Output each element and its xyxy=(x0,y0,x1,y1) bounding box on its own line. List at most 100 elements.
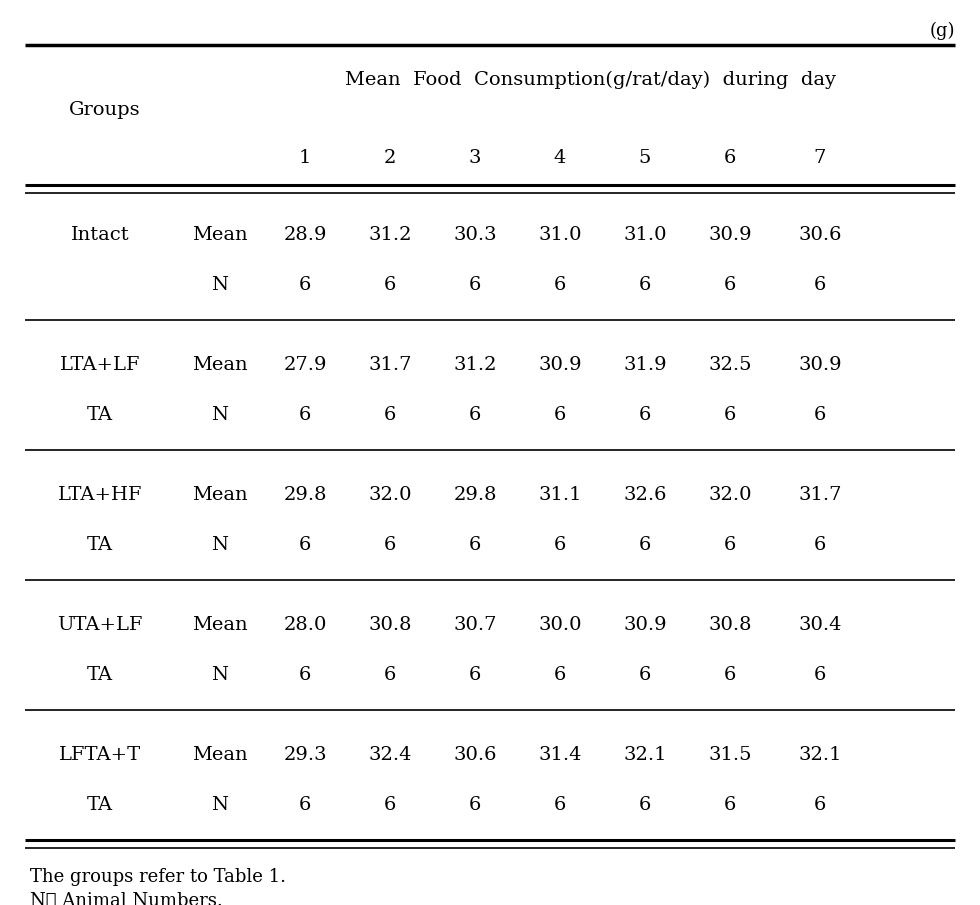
Text: 32.1: 32.1 xyxy=(623,746,666,764)
Text: 6: 6 xyxy=(384,536,396,554)
Text: Mean: Mean xyxy=(192,486,248,504)
Text: 6: 6 xyxy=(554,276,566,294)
Text: 4: 4 xyxy=(554,149,566,167)
Text: 6: 6 xyxy=(384,406,396,424)
Text: 30.0: 30.0 xyxy=(538,616,582,634)
Text: Intact: Intact xyxy=(71,226,129,244)
Text: 6: 6 xyxy=(554,796,566,814)
Text: 31.4: 31.4 xyxy=(538,746,582,764)
Text: 1: 1 xyxy=(299,149,312,167)
Text: 6: 6 xyxy=(813,276,826,294)
Text: 28.0: 28.0 xyxy=(283,616,326,634)
Text: 32.0: 32.0 xyxy=(709,486,752,504)
Text: 3: 3 xyxy=(468,149,481,167)
Text: 31.2: 31.2 xyxy=(368,226,412,244)
Text: N: N xyxy=(212,276,228,294)
Text: 6: 6 xyxy=(299,536,312,554)
Text: The groups refer to Table 1.: The groups refer to Table 1. xyxy=(30,868,286,886)
Text: 30.6: 30.6 xyxy=(799,226,842,244)
Text: 6: 6 xyxy=(299,406,312,424)
Text: 30.4: 30.4 xyxy=(799,616,842,634)
Text: 30.9: 30.9 xyxy=(709,226,752,244)
Text: 6: 6 xyxy=(639,796,651,814)
Text: LTA+HF: LTA+HF xyxy=(58,486,142,504)
Text: 31.9: 31.9 xyxy=(623,356,666,374)
Text: 30.7: 30.7 xyxy=(454,616,497,634)
Text: 2: 2 xyxy=(384,149,396,167)
Text: N: N xyxy=(212,666,228,684)
Text: 6: 6 xyxy=(639,536,651,554)
Text: Groups: Groups xyxy=(70,101,141,119)
Text: 29.3: 29.3 xyxy=(283,746,326,764)
Text: 6: 6 xyxy=(554,536,566,554)
Text: 6: 6 xyxy=(639,406,651,424)
Text: N: N xyxy=(212,536,228,554)
Text: 6: 6 xyxy=(468,276,481,294)
Text: LTA+LF: LTA+LF xyxy=(60,356,140,374)
Text: 6: 6 xyxy=(813,666,826,684)
Text: 32.0: 32.0 xyxy=(368,486,412,504)
Text: LFTA+T: LFTA+T xyxy=(59,746,141,764)
Text: 6: 6 xyxy=(468,406,481,424)
Text: N: N xyxy=(212,796,228,814)
Text: 6: 6 xyxy=(554,666,566,684)
Text: 6: 6 xyxy=(384,276,396,294)
Text: 30.9: 30.9 xyxy=(538,356,582,374)
Text: 31.5: 31.5 xyxy=(709,746,752,764)
Text: 6: 6 xyxy=(724,666,736,684)
Text: 31.7: 31.7 xyxy=(799,486,842,504)
Text: (g): (g) xyxy=(929,22,955,40)
Text: 6: 6 xyxy=(724,536,736,554)
Text: 6: 6 xyxy=(724,149,736,167)
Text: 6: 6 xyxy=(639,276,651,294)
Text: 31.7: 31.7 xyxy=(368,356,412,374)
Text: 32.5: 32.5 xyxy=(709,356,752,374)
Text: 6: 6 xyxy=(639,666,651,684)
Text: TA: TA xyxy=(87,536,113,554)
Text: 31.0: 31.0 xyxy=(623,226,666,244)
Text: 6: 6 xyxy=(813,406,826,424)
Text: 30.3: 30.3 xyxy=(453,226,497,244)
Text: 29.8: 29.8 xyxy=(283,486,326,504)
Text: TA: TA xyxy=(87,666,113,684)
Text: UTA+LF: UTA+LF xyxy=(57,616,143,634)
Text: 30.8: 30.8 xyxy=(709,616,752,634)
Text: 30.8: 30.8 xyxy=(368,616,412,634)
Text: 6: 6 xyxy=(384,666,396,684)
Text: N: N xyxy=(212,406,228,424)
Text: Mean: Mean xyxy=(192,746,248,764)
Text: Mean: Mean xyxy=(192,616,248,634)
Text: Mean: Mean xyxy=(192,356,248,374)
Text: 6: 6 xyxy=(813,536,826,554)
Text: 32.1: 32.1 xyxy=(799,746,842,764)
Text: 28.9: 28.9 xyxy=(283,226,326,244)
Text: 31.1: 31.1 xyxy=(538,486,582,504)
Text: 30.6: 30.6 xyxy=(454,746,497,764)
Text: TA: TA xyxy=(87,406,113,424)
Text: 6: 6 xyxy=(468,536,481,554)
Text: 5: 5 xyxy=(639,149,651,167)
Text: 6: 6 xyxy=(299,796,312,814)
Text: Mean: Mean xyxy=(192,226,248,244)
Text: 6: 6 xyxy=(724,406,736,424)
Text: 7: 7 xyxy=(813,149,826,167)
Text: 6: 6 xyxy=(384,796,396,814)
Text: 6: 6 xyxy=(554,406,566,424)
Text: 29.8: 29.8 xyxy=(454,486,497,504)
Text: 27.9: 27.9 xyxy=(283,356,326,374)
Text: TA: TA xyxy=(87,796,113,814)
Text: 31.0: 31.0 xyxy=(538,226,582,244)
Text: Mean  Food  Consumption(g/rat/day)  during  day: Mean Food Consumption(g/rat/day) during … xyxy=(345,71,836,89)
Text: 31.2: 31.2 xyxy=(454,356,497,374)
Text: 6: 6 xyxy=(724,276,736,294)
Text: 6: 6 xyxy=(813,796,826,814)
Text: 32.4: 32.4 xyxy=(368,746,412,764)
Text: 6: 6 xyxy=(468,666,481,684)
Text: 32.6: 32.6 xyxy=(623,486,666,504)
Text: 6: 6 xyxy=(299,276,312,294)
Text: N： Animal Numbers.: N： Animal Numbers. xyxy=(30,892,222,905)
Text: 30.9: 30.9 xyxy=(623,616,666,634)
Text: 30.9: 30.9 xyxy=(798,356,842,374)
Text: 6: 6 xyxy=(299,666,312,684)
Text: 6: 6 xyxy=(468,796,481,814)
